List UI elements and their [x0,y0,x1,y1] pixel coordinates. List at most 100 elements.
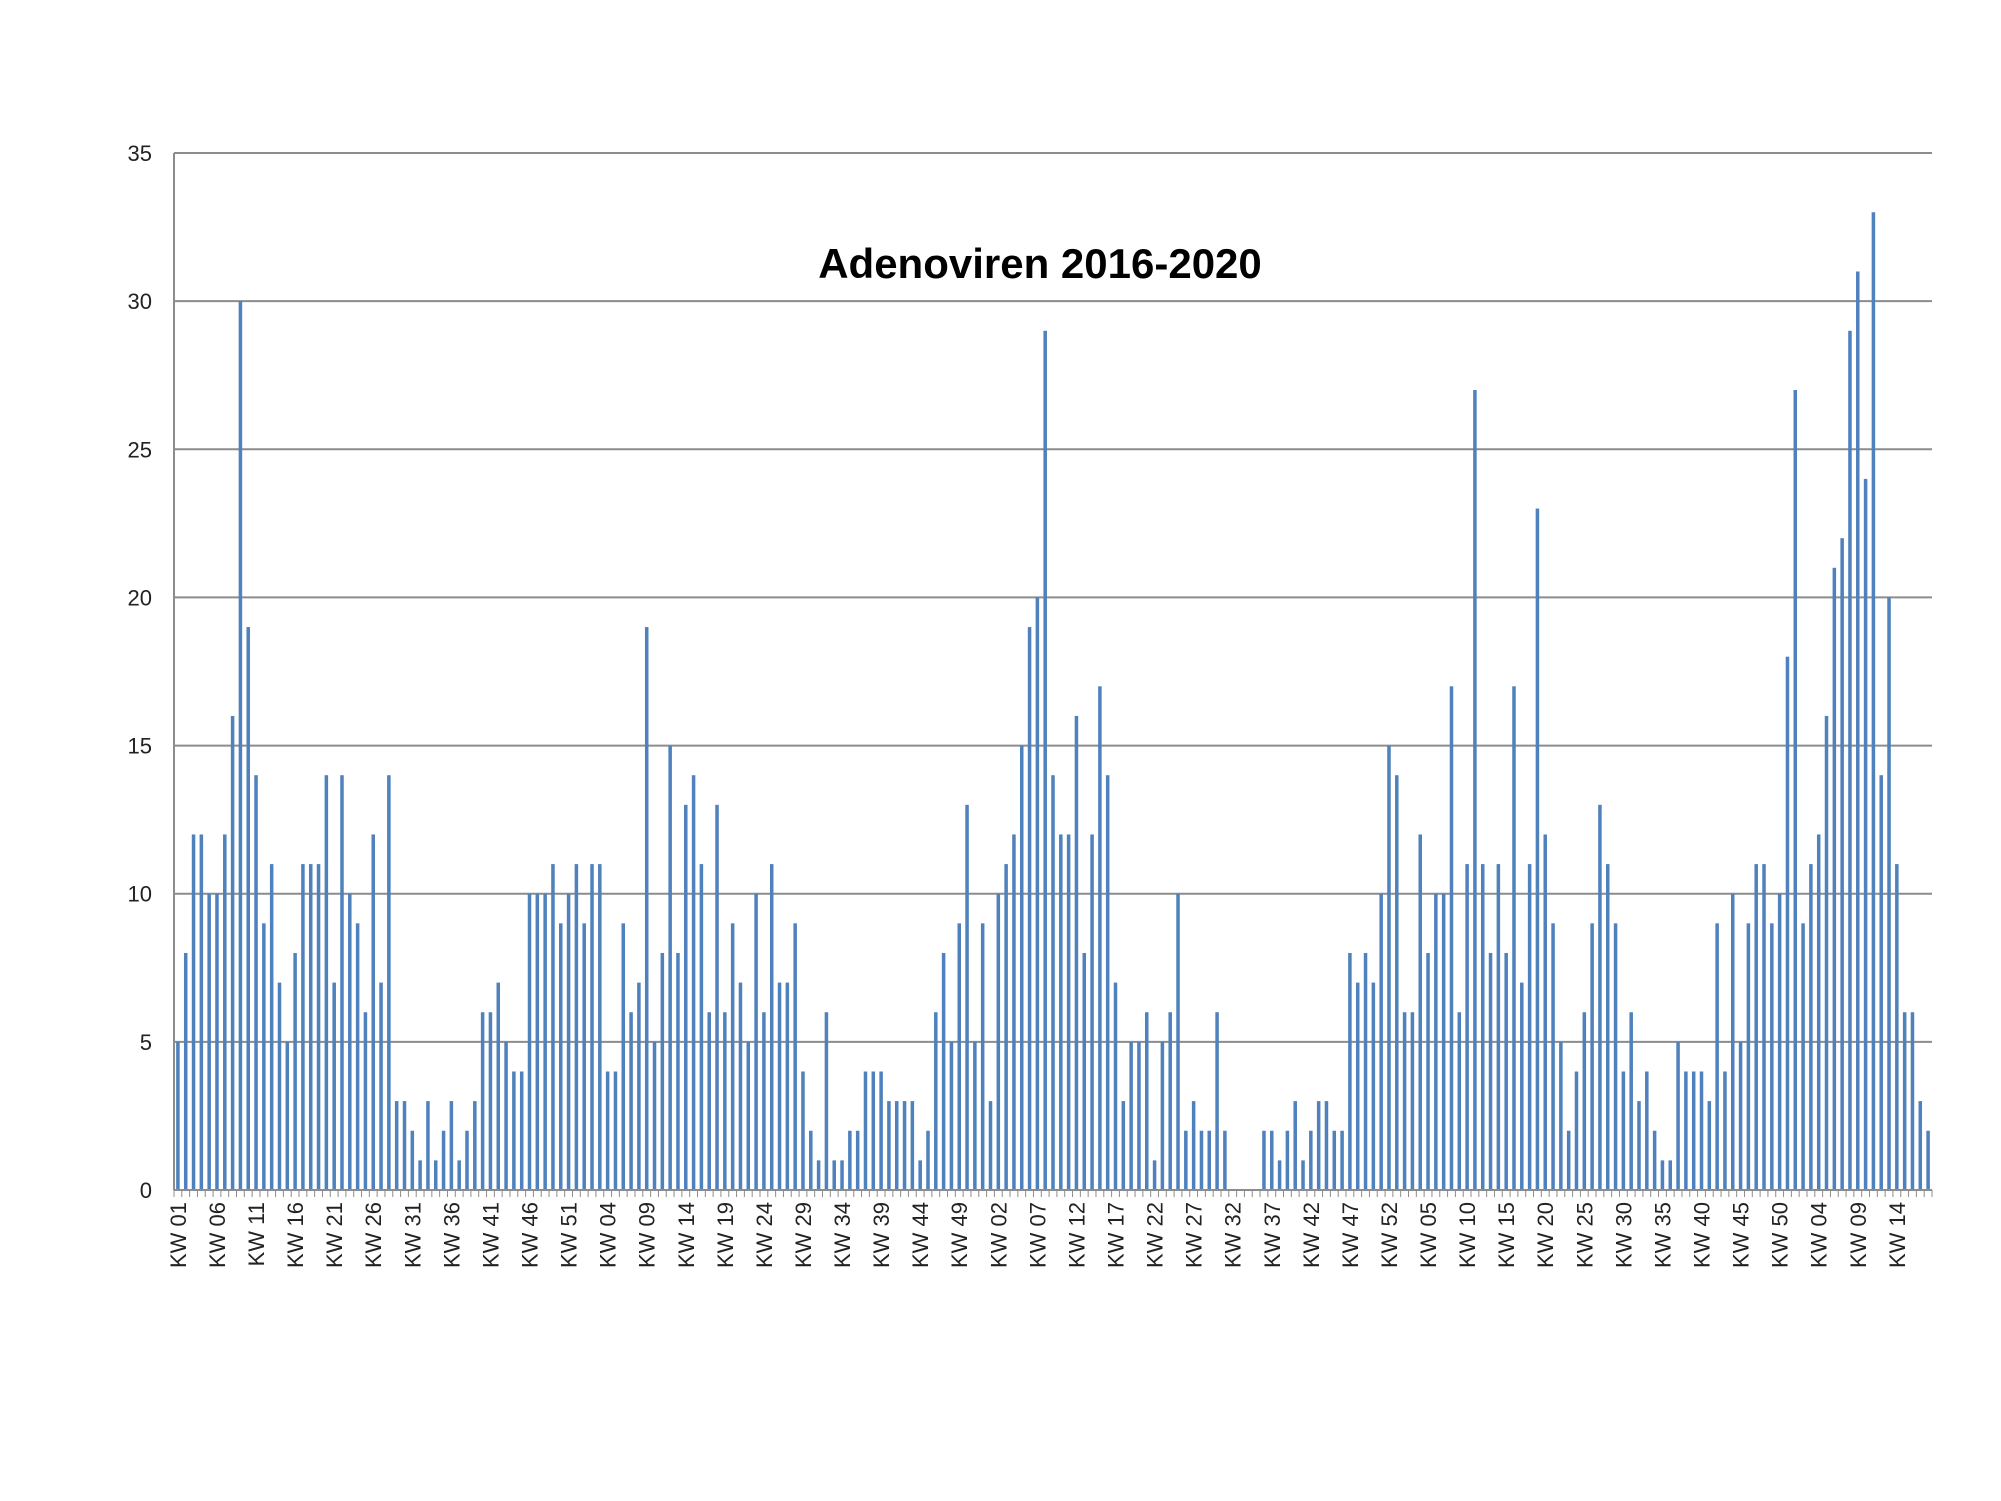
bar [199,834,204,1190]
x-axis: KW 01 KW 06 KW 11 KW 16 KW 21 KW 26 KW 31 KW 36… [166,1189,1933,1268]
x-tick-label: KW 01 [166,1202,191,1268]
bar [644,627,649,1190]
bar [332,982,336,1190]
x-tick-label: KW 31 [400,1202,425,1268]
x-tick-label: KW 26 [361,1202,386,1268]
bar [1660,1160,1665,1190]
bar [1199,1130,1204,1190]
bar [598,864,602,1190]
bar [1434,893,1438,1190]
bar [1066,834,1071,1190]
bar [1082,952,1087,1190]
bar [1316,1101,1321,1190]
bar [832,1160,836,1190]
bar [684,804,688,1190]
bar [1363,952,1368,1190]
x-tick-label: KW 20 [1533,1202,1558,1268]
bar [1402,1012,1407,1190]
bar [723,1012,727,1190]
bar [691,775,696,1190]
bar [535,893,540,1190]
x-tick-label: KW 30 [1611,1202,1636,1268]
bar [848,1130,852,1190]
bar [1785,656,1790,1190]
bar [629,1012,633,1190]
bar [1762,864,1766,1190]
x-tick-label: KW 32 [1221,1202,1246,1268]
x-tick-label: KW 22 [1143,1202,1168,1268]
bar [340,775,344,1190]
bar [387,775,391,1190]
bar [1699,1071,1704,1190]
bar [1145,1012,1149,1190]
bar [457,1160,461,1190]
y-tick-label: 20 [128,585,152,610]
bar [949,1041,954,1190]
bar [1480,864,1485,1190]
bars [176,212,1930,1190]
bar [1059,834,1063,1190]
y-tick-label: 25 [128,437,152,462]
bar [1566,1130,1571,1190]
bar [1457,1012,1462,1190]
bar [559,923,563,1190]
x-tick-label: KW 07 [1025,1202,1050,1268]
bar [1754,864,1758,1190]
bar [1582,1012,1587,1190]
bar [1270,1130,1274,1190]
bar [1910,1012,1915,1190]
bar [824,1012,829,1190]
bar [1668,1160,1673,1190]
bar [504,1041,508,1190]
x-tick-label: KW 34 [830,1202,855,1268]
bar [441,1130,446,1190]
bar [285,1041,290,1190]
bar [1816,834,1821,1190]
bar [1629,1012,1633,1190]
bar [1707,1101,1712,1190]
bar [527,893,532,1190]
bar [488,1012,493,1190]
bar [1613,923,1618,1190]
x-tick-label: KW 21 [322,1202,347,1268]
bar [1465,864,1469,1190]
bar [621,923,626,1190]
bar [1652,1130,1657,1190]
bar [637,982,641,1190]
x-tick-label: KW 04 [596,1202,621,1268]
bar [348,893,352,1190]
x-tick-label: KW 25 [1572,1202,1597,1268]
bar [934,1012,938,1190]
bar [473,1101,477,1190]
bar [1715,923,1719,1190]
x-tick-label: KW 50 [1768,1202,1793,1268]
bar [269,864,274,1190]
bar [1895,864,1899,1190]
chart-title: Adenoviren 2016-2020 [818,240,1262,287]
bar [1746,923,1751,1190]
bar [1184,1130,1188,1190]
bar [1332,1130,1337,1190]
bar [1520,982,1524,1190]
bar [1770,923,1774,1190]
x-tick-label: KW 51 [557,1202,582,1268]
bar [176,1041,180,1190]
bar [1598,804,1602,1190]
bar [1574,1071,1579,1190]
bar [230,715,235,1190]
x-tick-label: KW 17 [1104,1202,1129,1268]
bar [1887,597,1891,1190]
bar [605,1071,610,1190]
bar [1551,923,1555,1190]
bar [223,834,227,1190]
bar [1559,1041,1563,1190]
bar [433,1160,438,1190]
bar [613,1071,618,1190]
x-tick-label: KW 15 [1494,1202,1519,1268]
bar [301,864,305,1190]
bar [1137,1041,1141,1190]
bar [1637,1101,1641,1190]
bar [996,893,1001,1190]
bar [652,1041,657,1190]
bar [887,1101,891,1190]
